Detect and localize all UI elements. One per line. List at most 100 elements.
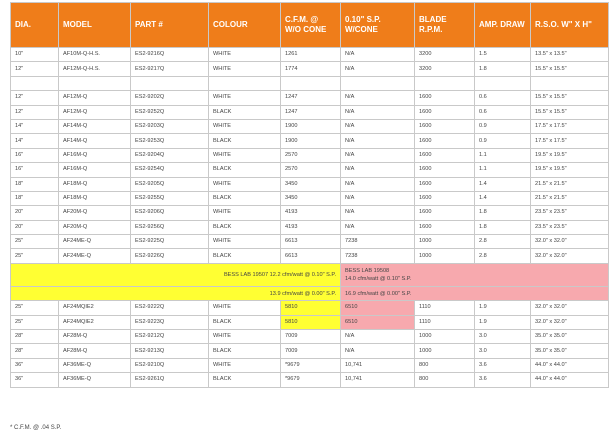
table-cell: 1600	[414, 219, 475, 236]
table-cell: WHITE	[208, 300, 281, 316]
table-cell: 1.4	[474, 190, 531, 207]
table-row: 20" AF20M-Q ES2-9256Q BLACK 4193 N/A 1600 1.8 23…	[10, 219, 609, 236]
table-cell: 1600	[414, 104, 475, 120]
table-cell: 1000	[414, 248, 475, 264]
table-cell: 21.5" x 21.5"	[530, 176, 609, 192]
header-rso: R.S.O. W" X H"	[530, 2, 609, 48]
table-row: 25" AF24MQIE2 ES2-9222Q WHITE 5810 6510 1110 1.…	[10, 300, 609, 316]
table-cell: ES2-9202Q	[130, 90, 209, 106]
table-row: 28" AF28M-Q ES2-9213Q BLACK 7009 N/A 1000 3.0 35…	[10, 343, 609, 359]
bess-pink-top-text: 14.0 cfm/watt @ 0.10" S.P.	[345, 275, 412, 282]
table-cell: AF24MQIE2	[58, 300, 131, 316]
table-cell: 0.6	[474, 104, 531, 120]
table-cell: 1600	[414, 205, 475, 221]
table-cell: 36"	[10, 372, 59, 388]
table-cell: WHITE	[208, 205, 281, 221]
table-cell: N/A	[340, 343, 415, 359]
table-cell: 19.5" x 19.5"	[530, 147, 609, 164]
table-row: 18" AF18M-Q ES2-9205Q WHITE 3450 N/A 1600 1.4 21…	[10, 176, 609, 192]
table-cell: WHITE	[208, 176, 281, 192]
table-cell: 14"	[10, 118, 59, 135]
bess-lab-19507: BESS LAB 19507 12.2 cfm/watt @ 0.10" S.P…	[10, 262, 341, 287]
table-row: 16" AF16M-Q ES2-9254Q BLACK 2570 N/A 1600 1.1 19…	[10, 162, 609, 178]
table-section-standard: 12" AF12M-Q ES2-9202Q WHITE 1247 N/A 1600 0.6 15…	[10, 90, 609, 264]
table-row: 36" AF36ME-Q ES2-9210Q WHITE *9679 10,741 800 3…	[10, 357, 609, 374]
table-cell: 1.1	[474, 147, 531, 164]
table-cell: 1110	[414, 300, 475, 316]
table-cell: 0.9	[474, 133, 531, 149]
table-cell: 6613	[280, 234, 341, 250]
table-cell: *9679	[280, 372, 341, 388]
bess-yellow-bottom: 13.9 cfm/watt @ 0.00" S.P.	[10, 285, 341, 302]
table-row: 10" AF10M-Q-H.S. ES2-9216Q WHITE 1261 N/A 3200…	[10, 46, 609, 63]
table-cell: AF28M-Q	[58, 343, 131, 359]
table-cell: N/A	[340, 133, 415, 149]
table-cell: ES2-9256Q	[130, 219, 209, 236]
table-cell: 6613	[280, 248, 341, 264]
bess-row-top: BESS LAB 19507 12.2 cfm/watt @ 0.10" S.P…	[10, 262, 609, 287]
table-cell: ES2-9223Q	[130, 314, 209, 331]
table-cell: 2.8	[474, 234, 531, 250]
table-section-large: 25" AF24MQIE2 ES2-9222Q WHITE 5810 6510 1110 1.…	[10, 300, 609, 388]
table-cell: 12"	[10, 104, 59, 120]
table-cell: AF18M-Q	[58, 176, 131, 192]
table-cell: ES2-9216Q	[130, 46, 209, 63]
table-cell: 1600	[414, 176, 475, 192]
spacer-row	[10, 75, 609, 92]
table-cell: AF24MQIE2	[58, 314, 131, 331]
table-cell: 32.0" x 32.0"	[530, 314, 609, 331]
table-cell: 800	[414, 357, 475, 374]
bess-row-bottom: 13.9 cfm/watt @ 0.00" S.P. 16.9 cfm/watt…	[10, 285, 609, 302]
table-cell: 18"	[10, 176, 59, 192]
table-cell: 44.0" x 44.0"	[530, 372, 609, 388]
table-cell: 16"	[10, 162, 59, 178]
table-row: 25" AF24ME-Q ES2-9226Q BLACK 6613 7238 1000 2.8…	[10, 248, 609, 264]
header-sp-cone: 0.10" S.P. W/CONE	[340, 2, 415, 48]
table-cell: 1000	[414, 234, 475, 250]
table-cell: ES2-9212Q	[130, 329, 209, 345]
table-cell: 5810	[280, 314, 341, 331]
table-cell: 3200	[414, 46, 475, 63]
table-cell: N/A	[340, 162, 415, 178]
bess-lab-19508: BESS LAB 19508 14.0 cfm/watt @ 0.10" S.P…	[340, 262, 609, 287]
table-cell: N/A	[340, 104, 415, 120]
table-row: 28" AF28M-Q ES2-9212Q WHITE 7009 N/A 1000 3.0 35…	[10, 329, 609, 345]
table-cell: ES2-9226Q	[130, 248, 209, 264]
table-row: 25" AF24ME-Q ES2-9225Q WHITE 6613 7238 1000 2.8…	[10, 234, 609, 250]
table-cell: AF14M-Q	[58, 133, 131, 149]
table-cell: WHITE	[208, 147, 281, 164]
table-cell: 1.1	[474, 162, 531, 178]
table-cell: WHITE	[208, 118, 281, 135]
table-row: 12" AF12M-Q ES2-9202Q WHITE 1247 N/A 1600 0.6 15…	[10, 90, 609, 106]
fan-spec-table: DIA. MODEL PART # COLOUR C.F.M. @ W/O CO…	[10, 2, 609, 388]
table-cell: N/A	[340, 118, 415, 135]
table-cell: 3450	[280, 176, 341, 192]
table-cell: BLACK	[208, 343, 281, 359]
table-cell: ES2-9210Q	[130, 357, 209, 374]
table-cell: 28"	[10, 329, 59, 345]
table-cell: 1247	[280, 90, 341, 106]
table-cell: AF28M-Q	[58, 329, 131, 345]
table-cell: 21.5" x 21.5"	[530, 190, 609, 207]
table-cell: ES2-9205Q	[130, 176, 209, 192]
table-cell: 12"	[10, 61, 59, 77]
table-cell: AF12M-Q	[58, 104, 131, 120]
table-cell: ES2-9225Q	[130, 234, 209, 250]
table-cell: 4193	[280, 205, 341, 221]
table-cell: 800	[414, 372, 475, 388]
table-cell: 7238	[340, 234, 415, 250]
table-cell: ES2-9261Q	[130, 372, 209, 388]
table-cell: WHITE	[208, 61, 281, 77]
table-cell: N/A	[340, 329, 415, 345]
table-cell: 10,741	[340, 357, 415, 374]
table-cell: 36"	[10, 357, 59, 374]
table-cell: 17.5" x 17.5"	[530, 133, 609, 149]
table-row: 12" AF12M-Q-H.S. ES2-9217Q WHITE 1774 N/A 3200…	[10, 61, 609, 77]
table-cell: 0.9	[474, 118, 531, 135]
table-cell: N/A	[340, 46, 415, 63]
table-cell: BLACK	[208, 248, 281, 264]
table-cell: 10,741	[340, 372, 415, 388]
table-cell: 1110	[414, 314, 475, 331]
table-cell: 25"	[10, 234, 59, 250]
table-cell: ES2-9217Q	[130, 61, 209, 77]
